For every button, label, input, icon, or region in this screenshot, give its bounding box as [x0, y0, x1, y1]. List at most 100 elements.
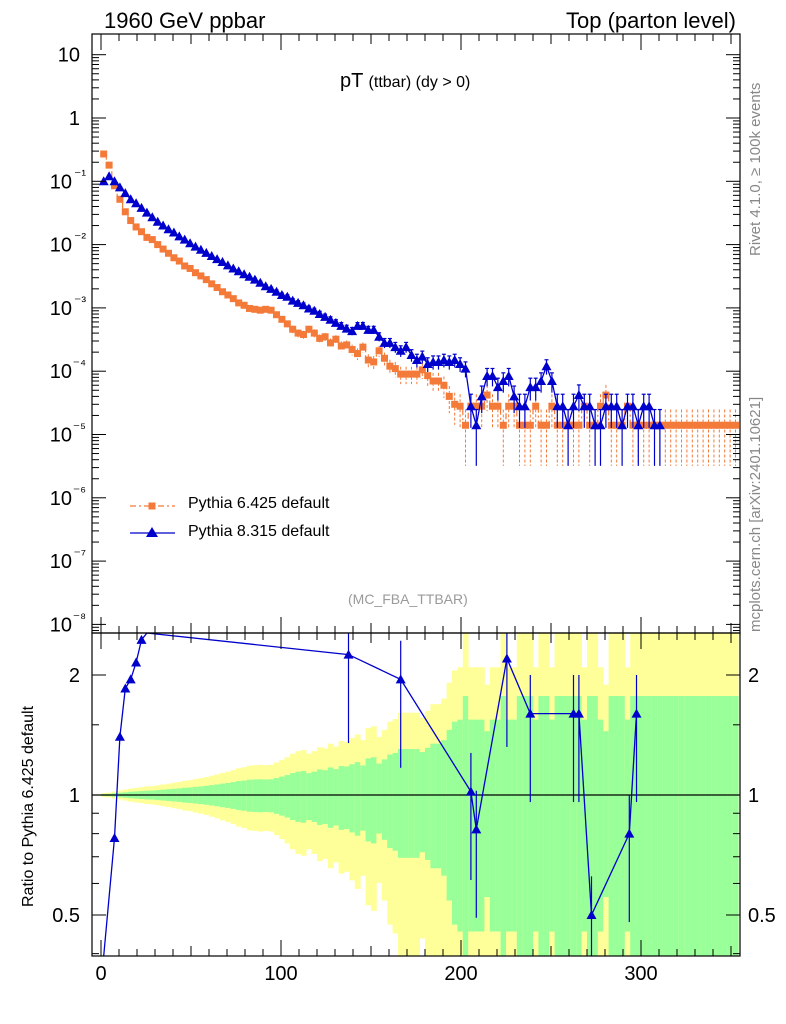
band-1sigma — [273, 777, 280, 814]
ratio-point — [525, 708, 536, 718]
pythia8-point — [233, 266, 244, 276]
pythia6-point — [202, 276, 210, 284]
pythia6-point — [526, 421, 534, 429]
pythia6-point — [111, 182, 118, 190]
band-1sigma — [295, 771, 302, 822]
pythia6-point — [597, 402, 604, 410]
pythia6-point — [548, 402, 556, 410]
x-tick-label: 200 — [444, 963, 477, 985]
y-tick-label: 1 — [69, 108, 80, 130]
band-1sigma — [371, 757, 377, 844]
pythia8-point — [174, 231, 185, 241]
pythia8-point — [266, 283, 277, 293]
pythia8-point — [282, 291, 293, 301]
ratio-y-tick-label-right: 1 — [748, 785, 759, 807]
band-1sigma — [354, 762, 361, 836]
band-1sigma — [624, 719, 631, 932]
pythia6-point — [494, 402, 502, 410]
pythia8-point — [168, 227, 179, 237]
band-1sigma — [344, 766, 350, 830]
band-1sigma — [522, 696, 528, 956]
pythia6-point — [462, 421, 469, 429]
band-1sigma — [614, 696, 620, 956]
pythia8-point — [471, 420, 482, 430]
pythia6-point — [688, 421, 696, 429]
pythia8-point — [654, 420, 665, 430]
pythia8-point — [438, 355, 449, 365]
band-1sigma — [290, 773, 296, 821]
pythia8-point — [222, 260, 233, 270]
band-1sigma — [414, 749, 420, 858]
pythia6-point — [418, 366, 426, 374]
band-1sigma — [338, 765, 345, 830]
pythia8-point — [395, 345, 406, 355]
band-1sigma — [635, 696, 642, 956]
band-1sigma — [603, 731, 609, 898]
pythia6-point — [224, 291, 232, 299]
pythia6-point — [678, 421, 685, 429]
pythia8-point — [341, 323, 352, 333]
ratio-point — [573, 708, 584, 718]
pythia6-point — [672, 421, 680, 429]
pythia6-point — [159, 245, 167, 253]
band-1sigma — [446, 729, 453, 901]
pythia8-point — [530, 382, 541, 392]
main-plot-frame — [91, 33, 741, 634]
pythia6-line — [101, 153, 739, 426]
pythia8-point — [136, 202, 147, 212]
pythia8-point — [141, 207, 152, 217]
band-1sigma — [489, 719, 496, 932]
y-tick-exponent: ⁻⁴ — [73, 356, 86, 372]
band-1sigma — [360, 765, 366, 831]
band-1sigma — [705, 696, 712, 956]
pythia6-point — [440, 381, 448, 389]
pythia8-point — [336, 320, 347, 330]
pythia6-point — [445, 392, 453, 400]
band-1sigma — [549, 719, 555, 932]
pythia6-point — [213, 284, 221, 292]
pythia8-point — [449, 355, 460, 365]
band-1sigma — [322, 770, 329, 825]
ratio-y-tick-label: 1 — [69, 785, 80, 807]
band-1sigma — [657, 696, 663, 956]
pythia8-point — [303, 303, 314, 313]
band-1sigma — [392, 752, 399, 851]
pythia6-point — [192, 269, 199, 277]
pythia8-point — [244, 271, 255, 281]
pythia8-point — [611, 401, 622, 411]
band-1sigma — [419, 752, 426, 853]
pythia6-point — [505, 402, 513, 410]
energy-label: 1960 GeV ppbar — [104, 8, 266, 33]
pythia6-point — [316, 334, 324, 342]
pythia8-line — [103, 175, 660, 428]
pythia6-point — [229, 295, 237, 303]
band-1sigma — [241, 780, 248, 811]
pythia8-point — [217, 257, 228, 267]
pythia6-point — [705, 421, 712, 429]
pythia6-point — [240, 301, 248, 309]
ratio-y-tick-label: 2 — [69, 665, 80, 687]
pythia6-point — [694, 421, 702, 429]
pythia8-point — [228, 263, 239, 273]
pythia8-point — [255, 277, 266, 287]
pythia8-point — [206, 251, 217, 261]
main-plot-series — [98, 150, 739, 466]
pythia6-point — [283, 320, 291, 328]
pythia8-point — [595, 420, 606, 430]
band-1sigma — [554, 696, 561, 956]
pythia8-point — [487, 370, 498, 380]
y-tick-label: 10 — [50, 171, 72, 193]
band-1sigma — [597, 719, 604, 932]
pythia8-point — [584, 401, 595, 411]
pythia8-point — [158, 220, 169, 230]
pythia8-point — [320, 311, 331, 321]
pythia8-point — [179, 234, 190, 244]
pythia6-point — [343, 341, 351, 349]
pythia6-point — [726, 421, 734, 429]
pythia8-point — [201, 247, 212, 257]
band-1sigma — [425, 747, 431, 861]
ratio-point — [631, 708, 642, 718]
pythia6-point — [278, 315, 286, 323]
ratio-y-tick-label-right: 0.5 — [748, 905, 776, 927]
pythia6-point — [354, 350, 361, 358]
